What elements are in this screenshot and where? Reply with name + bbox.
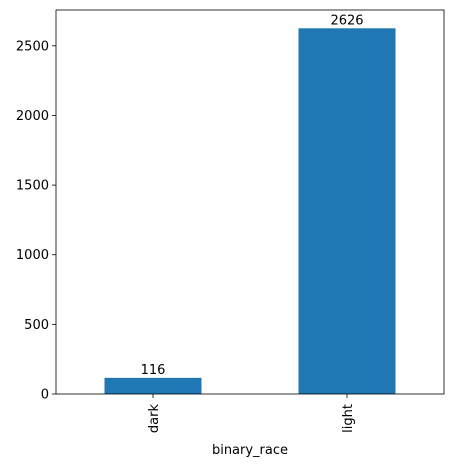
y-tick-label-1000: 1000 — [16, 248, 49, 263]
plot-area: 116 dark 2626 light 0 500 1000 1500 2000 2500 — [16, 9, 445, 434]
x-tick-label-light: light — [341, 404, 356, 433]
bar-dark — [104, 377, 202, 394]
y-tick-label-2000: 2000 — [16, 109, 49, 124]
data-label-light: 2626 — [330, 13, 363, 28]
bar-light — [298, 28, 396, 395]
x-tick-label-dark: dark — [147, 404, 162, 434]
data-label-dark: 116 — [141, 363, 166, 378]
y-tick-label-500: 500 — [24, 318, 49, 333]
y-tick-label-0: 0 — [41, 388, 49, 403]
x-axis-label: binary_race — [212, 443, 288, 458]
plot-frame — [55, 9, 445, 395]
y-tick-label-2500: 2500 — [16, 39, 49, 54]
y-tick-label-1500: 1500 — [16, 179, 49, 194]
